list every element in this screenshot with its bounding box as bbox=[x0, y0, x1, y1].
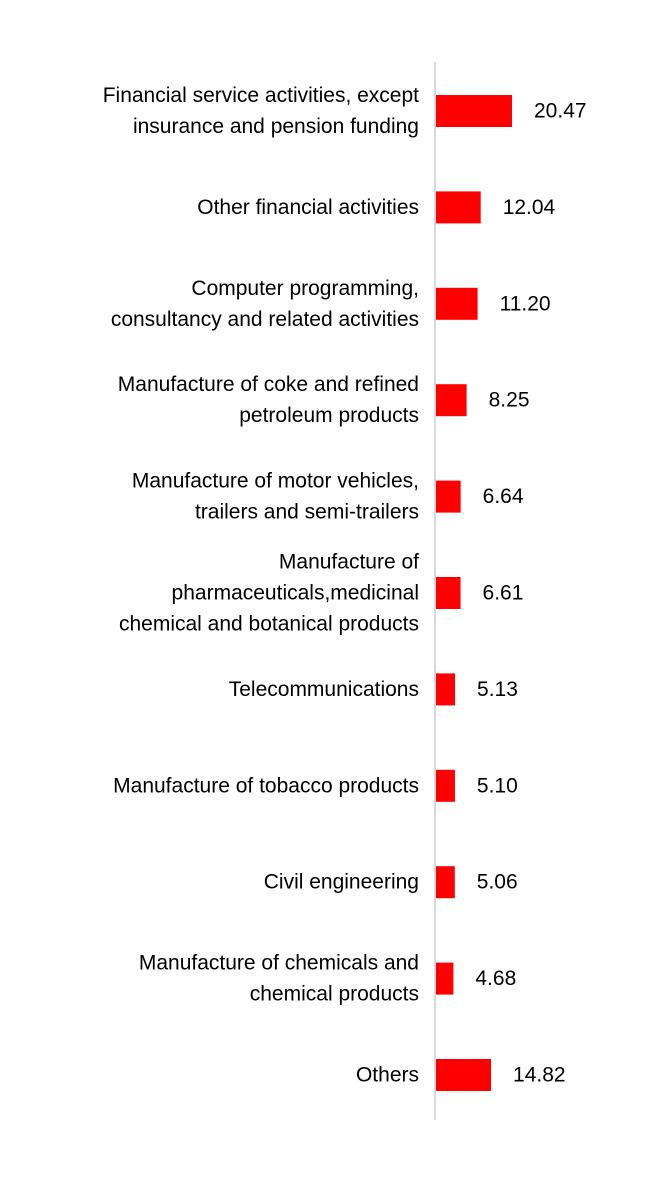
value-label: 6.61 bbox=[483, 582, 524, 605]
category-label-line: chemical and botanical products bbox=[119, 613, 419, 636]
bar bbox=[436, 577, 461, 609]
bar bbox=[436, 1059, 492, 1091]
category-label-line: trailers and semi-trailers bbox=[195, 501, 419, 524]
value-label: 20.47 bbox=[534, 100, 587, 123]
bar bbox=[436, 95, 512, 127]
category-label-line: Manufacture of bbox=[279, 551, 419, 574]
category-label: Manufacture of chemicals and chemical pro… bbox=[139, 952, 419, 1006]
category-label-line: Others bbox=[356, 1064, 419, 1087]
chart-rows: Financial service activities, except insu… bbox=[103, 84, 587, 1091]
category-label-line: Civil engineering bbox=[264, 871, 419, 894]
category-label-line: pharmaceuticals,medicinal bbox=[172, 582, 419, 605]
category-label: Other financial activities bbox=[197, 196, 419, 219]
value-label: 5.13 bbox=[477, 678, 518, 701]
value-label: 5.10 bbox=[477, 774, 518, 797]
value-label: 12.04 bbox=[503, 196, 556, 219]
value-label: 5.06 bbox=[477, 871, 518, 894]
bar bbox=[436, 673, 456, 706]
value-label: 8.25 bbox=[489, 389, 530, 412]
bar bbox=[436, 866, 455, 899]
category-label: Manufacture of tobacco products bbox=[113, 774, 419, 797]
bar bbox=[436, 287, 478, 320]
category-label: Others bbox=[356, 1064, 419, 1087]
category-label: Telecommunications bbox=[229, 678, 419, 701]
value-label: 6.64 bbox=[483, 485, 524, 508]
value-label: 14.82 bbox=[513, 1064, 566, 1087]
category-label-line: Manufacture of motor vehicles, bbox=[132, 470, 419, 493]
category-label-line: Other financial activities bbox=[197, 196, 419, 219]
category-label: Manufacture of pharmaceuticals,medicinal c… bbox=[119, 551, 419, 636]
category-label-line: chemical products bbox=[250, 983, 419, 1006]
category-label: Financial service activities, except insu… bbox=[103, 84, 419, 138]
category-label: Manufacture of coke and refined petroleum… bbox=[118, 373, 419, 427]
category-label-line: Financial service activities, except bbox=[103, 84, 419, 107]
category-label-line: Computer programming, bbox=[191, 277, 419, 300]
bar bbox=[436, 769, 455, 802]
bar bbox=[436, 191, 481, 224]
category-label-line: Manufacture of coke and refined bbox=[118, 373, 419, 396]
category-label-line: insurance and pension funding bbox=[133, 115, 419, 138]
category-label: Manufacture of motor vehicles, trailers a… bbox=[132, 470, 419, 524]
bar bbox=[436, 480, 461, 513]
category-label-line: Telecommunications bbox=[229, 678, 419, 701]
category-label: Computer programming, consultancy and rel… bbox=[111, 277, 419, 331]
bar bbox=[436, 384, 467, 417]
bar bbox=[436, 962, 454, 995]
category-label-line: consultancy and related activities bbox=[111, 308, 419, 331]
value-label: 11.20 bbox=[500, 292, 551, 315]
value-label: 4.68 bbox=[475, 967, 516, 990]
category-label-line: Manufacture of chemicals and bbox=[139, 952, 419, 975]
category-label: Civil engineering bbox=[264, 871, 419, 894]
category-label-line: petroleum products bbox=[239, 404, 419, 427]
category-label-line: Manufacture of tobacco products bbox=[113, 774, 419, 797]
